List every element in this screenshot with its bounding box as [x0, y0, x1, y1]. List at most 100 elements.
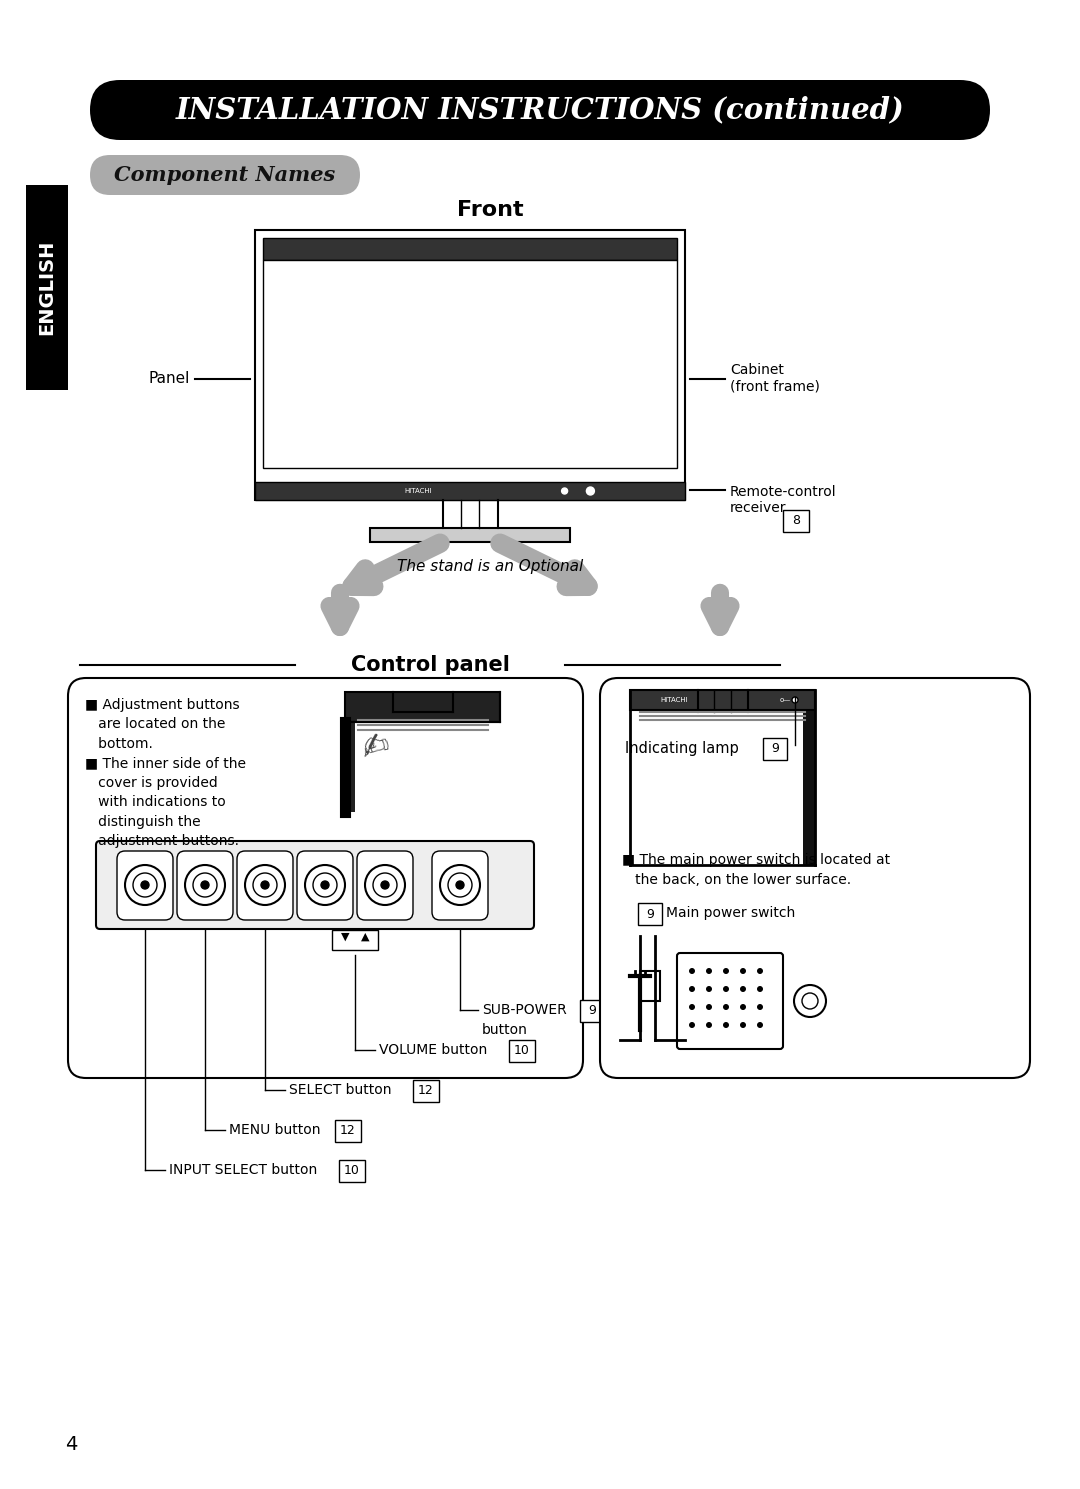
- Circle shape: [689, 968, 696, 974]
- Circle shape: [586, 487, 594, 494]
- Text: o—: o—: [780, 697, 791, 703]
- Circle shape: [706, 986, 712, 992]
- Text: ▼: ▼: [341, 932, 349, 943]
- FancyBboxPatch shape: [339, 1160, 365, 1182]
- Text: INSTALLATION INSTRUCTIONS (continued): INSTALLATION INSTRUCTIONS (continued): [176, 95, 904, 125]
- Circle shape: [253, 873, 276, 896]
- Circle shape: [261, 881, 269, 889]
- FancyBboxPatch shape: [677, 953, 783, 1048]
- Text: Remote-control
receiver: Remote-control receiver: [730, 485, 837, 515]
- Text: Main power switch: Main power switch: [666, 905, 795, 920]
- Text: HITACHI: HITACHI: [405, 488, 432, 494]
- Circle shape: [689, 1004, 696, 1010]
- Circle shape: [792, 697, 798, 703]
- Circle shape: [706, 968, 712, 974]
- Circle shape: [305, 865, 345, 905]
- Circle shape: [193, 873, 217, 896]
- FancyBboxPatch shape: [90, 80, 990, 140]
- Circle shape: [740, 1021, 746, 1027]
- Circle shape: [689, 986, 696, 992]
- Circle shape: [321, 881, 329, 889]
- FancyBboxPatch shape: [297, 852, 353, 920]
- FancyBboxPatch shape: [783, 511, 809, 532]
- Text: SUB-POWER: SUB-POWER: [482, 1004, 567, 1017]
- Text: 8: 8: [792, 515, 800, 527]
- FancyBboxPatch shape: [580, 1001, 604, 1021]
- Text: INPUT SELECT button: INPUT SELECT button: [168, 1163, 318, 1176]
- Text: Panel: Panel: [149, 371, 190, 386]
- Text: VOLUME button: VOLUME button: [379, 1042, 487, 1057]
- Circle shape: [381, 881, 389, 889]
- Circle shape: [440, 865, 480, 905]
- FancyBboxPatch shape: [237, 852, 293, 920]
- FancyBboxPatch shape: [335, 1120, 361, 1142]
- FancyBboxPatch shape: [96, 841, 534, 929]
- Text: ▲: ▲: [361, 932, 369, 943]
- Text: 9: 9: [589, 1005, 596, 1017]
- FancyBboxPatch shape: [90, 155, 360, 195]
- Text: 12: 12: [340, 1124, 356, 1138]
- Text: 9: 9: [771, 743, 779, 755]
- Circle shape: [757, 1004, 762, 1010]
- Text: SELECT button: SELECT button: [289, 1083, 391, 1097]
- FancyBboxPatch shape: [117, 852, 173, 920]
- Text: 4: 4: [65, 1435, 78, 1455]
- FancyBboxPatch shape: [432, 852, 488, 920]
- Circle shape: [706, 1004, 712, 1010]
- Bar: [804, 689, 815, 865]
- FancyBboxPatch shape: [600, 677, 1030, 1078]
- Circle shape: [706, 1021, 712, 1027]
- Bar: [264, 261, 677, 468]
- Text: button: button: [482, 1023, 528, 1036]
- FancyBboxPatch shape: [509, 1039, 535, 1062]
- Circle shape: [740, 968, 746, 974]
- Bar: [264, 238, 677, 261]
- Circle shape: [133, 873, 157, 896]
- Circle shape: [740, 1004, 746, 1010]
- Circle shape: [448, 873, 472, 896]
- Circle shape: [125, 865, 165, 905]
- Bar: [630, 689, 815, 710]
- Text: ✍: ✍: [357, 728, 393, 767]
- Text: The stand is an Optional: The stand is an Optional: [396, 560, 583, 575]
- Text: Control panel: Control panel: [351, 655, 510, 675]
- Text: Component Names: Component Names: [114, 165, 336, 185]
- Circle shape: [456, 881, 464, 889]
- Bar: [255, 229, 685, 500]
- Circle shape: [365, 865, 405, 905]
- Text: ENGLISH: ENGLISH: [38, 240, 56, 335]
- Text: Indicating lamp: Indicating lamp: [625, 740, 739, 755]
- Circle shape: [313, 873, 337, 896]
- Circle shape: [185, 865, 225, 905]
- Circle shape: [723, 1004, 729, 1010]
- Circle shape: [245, 865, 285, 905]
- Circle shape: [141, 881, 149, 889]
- Bar: [255, 482, 685, 500]
- Circle shape: [723, 986, 729, 992]
- Circle shape: [757, 1021, 762, 1027]
- Circle shape: [689, 1021, 696, 1027]
- Text: MENU button: MENU button: [229, 1123, 321, 1138]
- Circle shape: [802, 993, 818, 1010]
- FancyBboxPatch shape: [68, 677, 583, 1078]
- FancyBboxPatch shape: [357, 852, 413, 920]
- FancyBboxPatch shape: [332, 931, 378, 950]
- Circle shape: [794, 986, 826, 1017]
- Text: 9: 9: [646, 907, 653, 920]
- Text: 10: 10: [514, 1044, 530, 1057]
- FancyBboxPatch shape: [413, 1080, 438, 1102]
- Circle shape: [201, 881, 210, 889]
- Bar: [640, 971, 660, 1001]
- Circle shape: [373, 873, 397, 896]
- FancyBboxPatch shape: [638, 902, 662, 925]
- FancyBboxPatch shape: [762, 739, 787, 759]
- Bar: [345, 722, 355, 812]
- Bar: [370, 529, 570, 542]
- Text: Cabinet
(front frame): Cabinet (front frame): [730, 363, 820, 393]
- Bar: [26, 185, 68, 390]
- Text: ■ Adjustment buttons
   are located on the
   bottom.
■ The inner side of the
  : ■ Adjustment buttons are located on the …: [85, 698, 246, 849]
- Circle shape: [740, 986, 746, 992]
- Text: Front: Front: [457, 200, 524, 220]
- Text: ■ The main power switch is located at
   the back, on the lower surface.: ■ The main power switch is located at th…: [622, 853, 890, 886]
- Circle shape: [723, 1021, 729, 1027]
